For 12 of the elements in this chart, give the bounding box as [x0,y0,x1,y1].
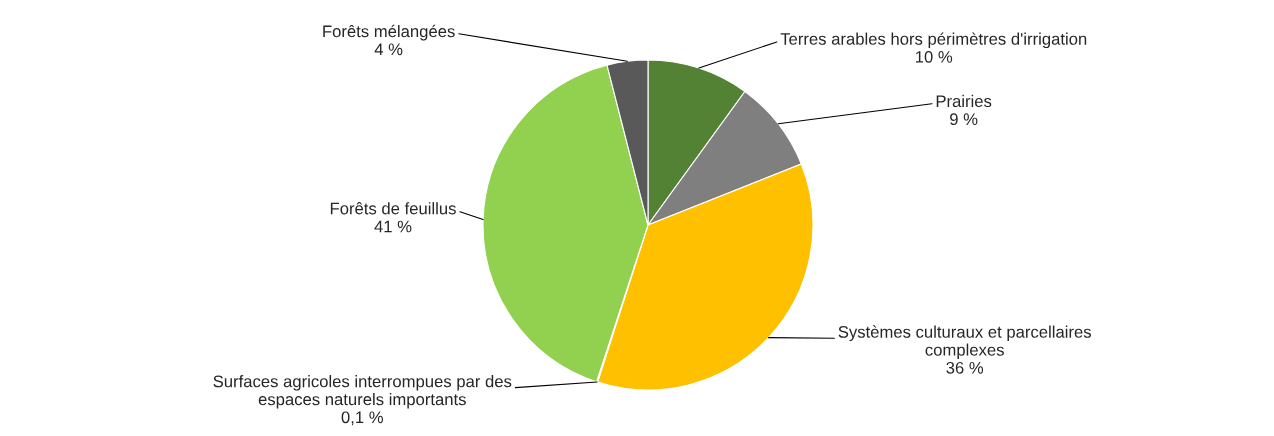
data-label: 9 % [950,113,978,126]
slice-label: Surfaces agricoles interrompues par des espaces naturels importants [213,375,512,409]
slice-label: Systèmes culturaux et parcellaires complexes [838,325,1091,360]
data-label: 10 % [916,50,953,63]
slice-label: Forêts de feuillus [330,202,456,215]
data-label: 4 % [374,43,403,56]
data-label: 41 % [374,220,412,233]
slice-label: Prairies [936,94,992,108]
data-label: 0,1 % [341,411,383,426]
slice-label: Terres arables hors périmètres d'irrigation [780,32,1087,49]
slice-label: Forêts mélangées [323,24,455,41]
data-label: 36 % [946,361,984,374]
